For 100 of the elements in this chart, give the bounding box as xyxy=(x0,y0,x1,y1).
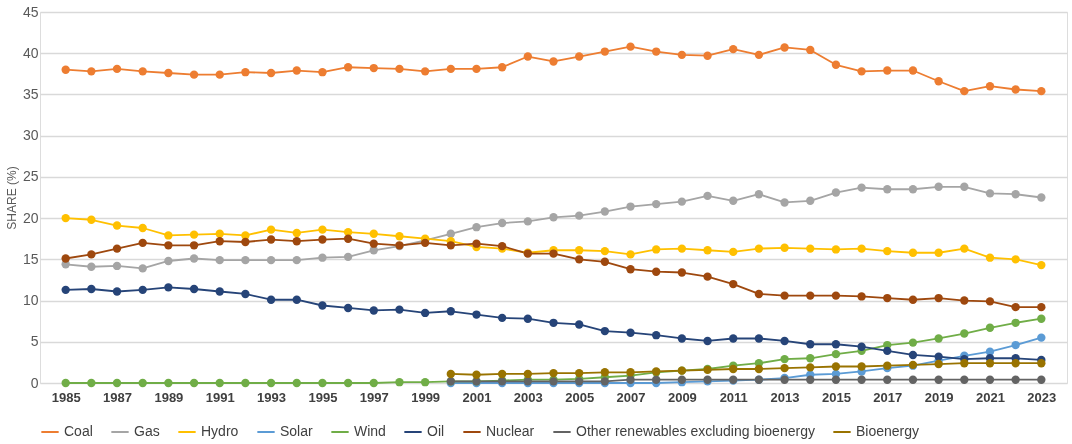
point xyxy=(87,67,96,76)
point xyxy=(1037,302,1046,312)
point xyxy=(703,191,712,201)
point xyxy=(626,375,635,384)
point xyxy=(446,241,455,250)
point xyxy=(1011,255,1020,264)
point xyxy=(523,369,533,379)
point xyxy=(831,245,841,254)
point xyxy=(241,237,250,247)
point xyxy=(523,314,533,323)
point xyxy=(729,44,738,54)
point xyxy=(61,254,70,263)
point xyxy=(189,254,199,263)
point xyxy=(908,295,918,304)
point xyxy=(292,378,301,388)
point xyxy=(266,255,276,265)
point xyxy=(215,237,224,246)
point xyxy=(934,359,943,369)
point xyxy=(266,68,276,78)
point xyxy=(831,375,841,384)
point xyxy=(472,370,481,379)
point xyxy=(1011,85,1020,94)
point xyxy=(934,77,943,86)
y-tick-label: 40 xyxy=(22,44,39,61)
point xyxy=(754,50,764,60)
point xyxy=(806,340,815,349)
point xyxy=(266,235,276,244)
point xyxy=(87,378,96,388)
point xyxy=(292,295,301,304)
point xyxy=(985,375,995,384)
point xyxy=(985,297,995,306)
point xyxy=(1011,359,1020,368)
point xyxy=(960,329,969,338)
point xyxy=(703,246,712,255)
point xyxy=(626,328,635,337)
point xyxy=(369,239,378,248)
point xyxy=(600,257,610,266)
point xyxy=(215,70,224,79)
point xyxy=(883,246,892,256)
point xyxy=(112,244,122,253)
point xyxy=(420,308,430,318)
point xyxy=(138,264,147,273)
point xyxy=(729,364,738,374)
legend-label: Wind xyxy=(354,423,386,439)
point xyxy=(780,336,789,346)
point xyxy=(729,279,738,289)
point xyxy=(420,67,430,76)
x-tick-label: 2003 xyxy=(513,389,543,405)
point xyxy=(652,47,661,56)
point xyxy=(241,289,250,299)
point xyxy=(549,318,558,327)
point xyxy=(446,64,455,74)
point xyxy=(652,199,661,209)
point xyxy=(703,272,712,281)
x-tick-label: 1989 xyxy=(154,389,184,405)
point xyxy=(574,211,584,220)
y-tick-label: 45 xyxy=(22,3,39,20)
point xyxy=(754,364,764,374)
point xyxy=(266,378,276,388)
point xyxy=(883,185,892,194)
y-axis-title: SHARE (%) xyxy=(4,166,19,230)
point xyxy=(600,368,610,377)
point xyxy=(857,375,866,384)
x-tick-label: 2015 xyxy=(821,389,851,405)
x-tick-label: 2019 xyxy=(924,389,954,405)
y-tick-label: 30 xyxy=(22,127,39,144)
point xyxy=(549,57,558,66)
point xyxy=(729,334,738,343)
point xyxy=(472,239,481,248)
legend-label: Other renewables excluding bioenergy xyxy=(576,423,815,439)
point xyxy=(369,229,378,238)
point xyxy=(266,225,276,234)
point xyxy=(1011,190,1020,199)
point xyxy=(472,310,481,319)
point xyxy=(934,182,943,191)
x-tick-label: 1987 xyxy=(103,389,132,405)
point xyxy=(549,213,558,222)
point xyxy=(806,375,815,384)
y-tick-label: 15 xyxy=(22,250,39,267)
legend-label: Nuclear xyxy=(486,423,535,439)
point xyxy=(960,296,969,305)
point xyxy=(318,253,327,262)
point xyxy=(138,285,147,295)
point xyxy=(138,223,147,233)
point xyxy=(189,230,199,239)
point xyxy=(523,217,533,226)
legend-label: Hydro xyxy=(201,423,239,439)
point xyxy=(600,246,610,256)
point xyxy=(729,247,738,257)
point xyxy=(857,362,866,371)
point xyxy=(600,326,610,336)
point xyxy=(780,243,789,252)
x-tick-label: 2001 xyxy=(462,389,492,405)
point xyxy=(729,196,738,205)
point xyxy=(831,340,841,349)
point xyxy=(112,287,122,296)
legend-label: Oil xyxy=(427,423,445,439)
point xyxy=(831,188,841,197)
y-tick-label: 5 xyxy=(30,333,39,350)
y-tick-label: 10 xyxy=(22,292,39,309)
